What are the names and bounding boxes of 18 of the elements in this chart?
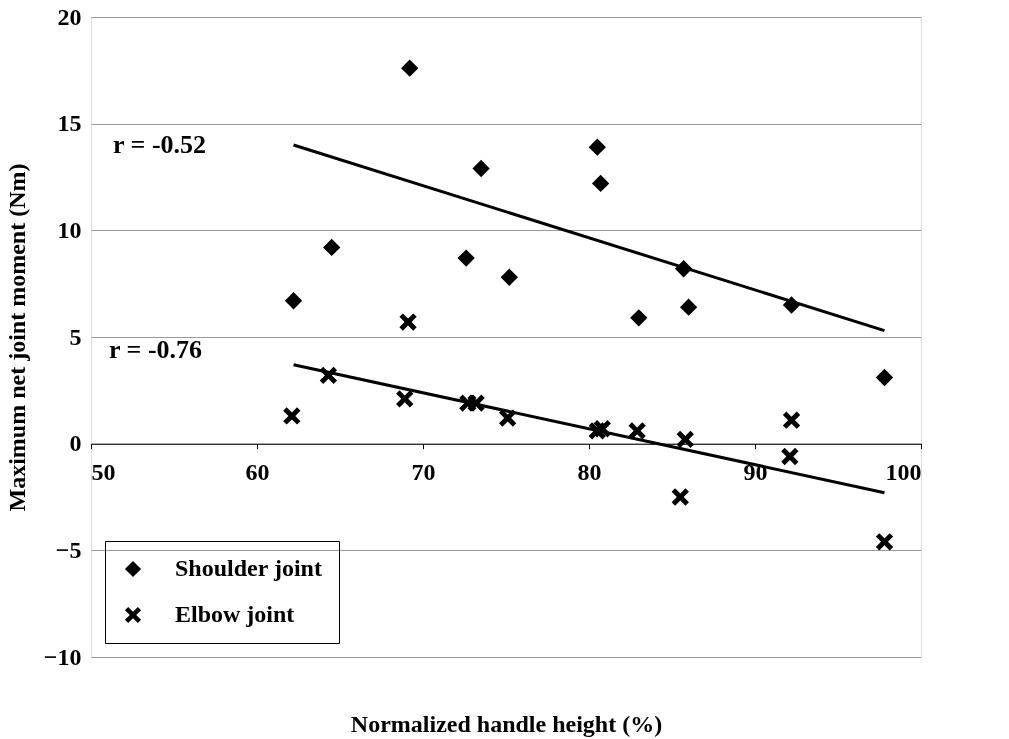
y-tick-label: 15	[57, 110, 82, 137]
y-tick-label: 0	[69, 430, 82, 457]
legend-label: Shoulder joint	[175, 555, 322, 581]
x-axis-title: Normalized handle height (%)	[350, 710, 663, 737]
y-tick-label: 5	[69, 323, 82, 350]
y-tick-label: 20	[57, 3, 82, 30]
y-tick-label: −10	[43, 643, 82, 670]
annotation: r = -0.52	[113, 130, 207, 159]
annotation: r = -0.76	[109, 334, 203, 364]
x-tick-label: 60	[245, 459, 270, 486]
x-tick-label: 80	[577, 459, 602, 486]
x-tick-label: 50	[91, 459, 116, 486]
x-tick-label: 70	[411, 459, 436, 486]
x-tick-label: 100	[885, 459, 922, 486]
y-tick-label: 10	[57, 216, 82, 243]
y-axis-title: Maximum net joint moment (Nm)	[3, 163, 30, 512]
y-tick-label: −5	[55, 536, 82, 563]
legend-label: Elbow joint	[175, 601, 295, 627]
